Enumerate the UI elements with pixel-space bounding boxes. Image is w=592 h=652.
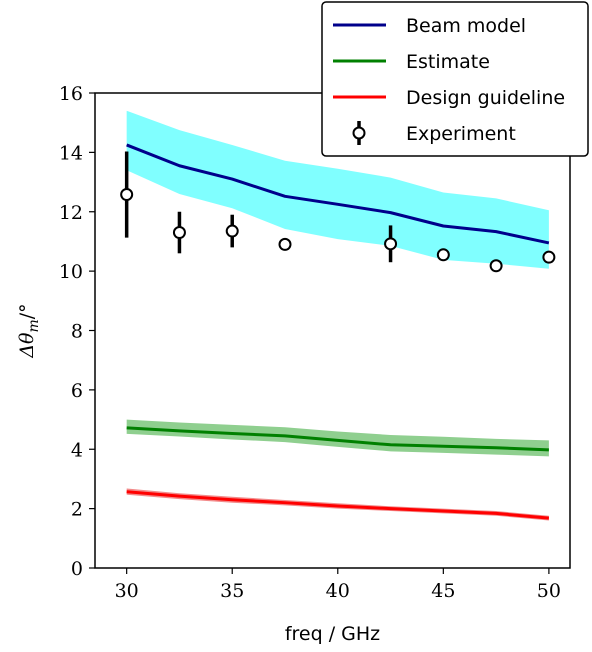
experiment-point: [436, 248, 450, 262]
y-axis-label: Δθm/°: [16, 303, 42, 358]
experiment-point: [120, 188, 134, 202]
y-tick-label: 12: [59, 202, 83, 224]
beam-model-line: [126, 143, 550, 245]
y-tick-label: 8: [71, 321, 83, 343]
x-tick-label: 30: [115, 580, 139, 602]
series-lines: [126, 143, 550, 520]
experiment-point: [489, 259, 503, 273]
confidence-bands: [126, 110, 549, 521]
legend-label-experiment: Experiment: [406, 123, 516, 145]
x-axis-ticks: 30 35 40 45 50: [115, 568, 561, 602]
legend-marker-icon: [352, 126, 366, 140]
x-tick-label: 45: [431, 580, 455, 602]
x-axis-label: freq / GHz: [285, 623, 380, 645]
experiment-markers: [120, 151, 556, 273]
beam-model-band: [126, 110, 549, 269]
legend: Beam model Estimate Design guideline Experi…: [321, 1, 589, 157]
experiment-point: [172, 226, 186, 240]
experiment-point: [225, 224, 239, 238]
y-axis-ticks: 0 2 4 6 8 10 12 14 16: [59, 83, 95, 580]
x-tick-label: 35: [220, 580, 244, 602]
x-tick-label: 50: [537, 580, 561, 602]
legend-label-beam-model: Beam model: [406, 15, 526, 37]
y-tick-label: 14: [59, 142, 83, 164]
y-tick-label: 2: [71, 499, 83, 521]
experiment-point: [384, 237, 398, 251]
estimate-line: [126, 426, 549, 452]
estimate-band: [126, 419, 549, 457]
y-tick-label: 6: [71, 380, 83, 402]
y-tick-label: 0: [71, 558, 83, 580]
legend-box: [321, 1, 589, 157]
legend-label-design-guideline: Design guideline: [406, 87, 565, 109]
legend-label-estimate: Estimate: [406, 51, 490, 73]
design-guideline-line: [126, 490, 550, 520]
experiment-point: [278, 237, 292, 251]
y-tick-label: 4: [71, 439, 83, 461]
y-tick-label: 10: [59, 261, 83, 283]
y-tick-label: 16: [59, 83, 83, 105]
experiment-point: [542, 250, 556, 264]
x-tick-label: 40: [326, 580, 350, 602]
